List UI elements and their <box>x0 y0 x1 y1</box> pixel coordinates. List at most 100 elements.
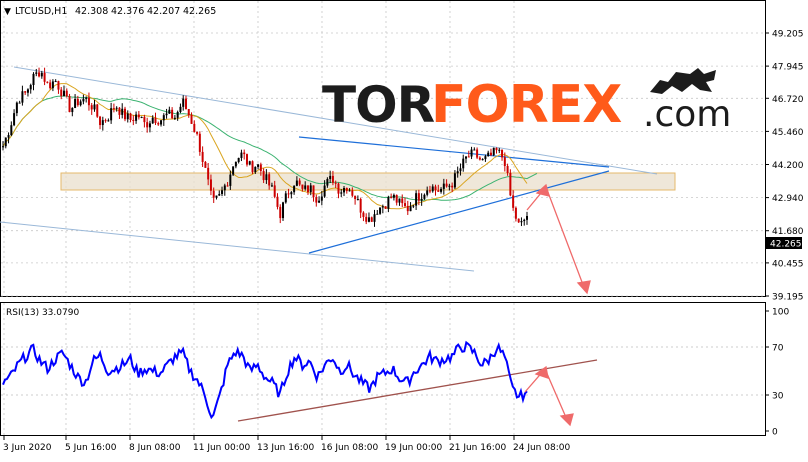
ohlc-low: 42.207 <box>147 6 180 17</box>
candle-body <box>68 96 71 113</box>
candle-body <box>526 216 528 220</box>
support-trendline <box>308 170 610 254</box>
candle-body <box>54 81 57 83</box>
candle-body <box>373 214 376 222</box>
candle-body <box>204 161 207 168</box>
candle-body <box>218 193 221 196</box>
candle-body <box>279 206 282 219</box>
candle-body <box>132 119 135 121</box>
candle-body <box>207 167 210 180</box>
candle-body <box>406 205 409 212</box>
candle-body <box>179 106 182 113</box>
rsi-title: RSI(13) 33.0790 <box>6 308 79 318</box>
ohlc-close: 42.265 <box>183 6 216 17</box>
candle-body <box>495 147 498 151</box>
candle-body <box>71 107 74 113</box>
candle-body <box>509 172 512 196</box>
candle-body <box>243 152 246 155</box>
candle-body <box>82 98 85 102</box>
candle-body <box>462 158 465 169</box>
collapse-arrow-icon[interactable]: ▼ <box>4 7 11 17</box>
candle-body <box>451 185 454 188</box>
candle-body <box>245 154 248 165</box>
symbol-label: LTCUSD,H1 <box>15 6 67 17</box>
candle-body <box>351 190 354 196</box>
candle-body <box>428 190 431 192</box>
candle-body <box>340 192 343 194</box>
candle-body <box>38 72 41 77</box>
candle-body <box>121 108 124 115</box>
candle-body <box>176 112 179 118</box>
support-zone <box>60 172 676 191</box>
torforex-logo: TOR FOREX .com <box>322 68 731 135</box>
rsi-line <box>2 340 528 420</box>
brand-dotcom: .com <box>643 94 731 135</box>
resistance-trendline <box>298 136 610 168</box>
candle-body <box>182 98 185 107</box>
rsi-axis: 100 70 30 0 <box>765 308 789 438</box>
time-tick-label: 24 Jun 08:00 <box>513 443 570 453</box>
candle-body <box>456 171 459 174</box>
candle-body <box>434 186 437 191</box>
candle-body <box>49 82 52 89</box>
candle-body <box>465 156 468 159</box>
price-tick-label: 40.455 <box>772 259 804 269</box>
candle-body <box>76 98 79 106</box>
moving-average-fast <box>2 83 528 210</box>
candle-body <box>392 194 395 198</box>
time-tick-label: 11 Jun 00:00 <box>193 443 250 453</box>
candle-body <box>329 175 332 179</box>
candle-body <box>129 113 132 120</box>
candle-body <box>40 72 43 77</box>
candle-body <box>404 203 407 206</box>
candle-body <box>126 113 129 120</box>
candle-body <box>398 198 401 203</box>
candle-body <box>323 185 326 197</box>
price-tick-label: 42.940 <box>772 194 804 204</box>
candle-body <box>226 185 229 187</box>
price-tick-label: 49.205 <box>772 30 804 40</box>
candle-body <box>148 123 151 128</box>
candle-body <box>254 166 257 173</box>
candle-body <box>306 185 309 193</box>
candle-body <box>257 164 260 167</box>
candle-body <box>43 72 46 82</box>
candle-body <box>240 152 243 158</box>
candle-body <box>506 166 509 173</box>
candle-body <box>96 104 99 117</box>
candle-body <box>359 199 362 213</box>
ohlc-high: 42.376 <box>111 6 144 17</box>
rsi-tick-label: 100 <box>772 308 789 318</box>
candle-body <box>168 109 171 114</box>
time-tick-label: 8 Jun 08:00 <box>129 443 181 453</box>
time-tick-label: 13 Jun 16:00 <box>257 443 314 453</box>
candle-body <box>345 187 348 192</box>
candle-body <box>215 195 218 198</box>
candle-body <box>262 171 265 181</box>
forecast-arrow-rsi <box>524 365 574 427</box>
candle-body <box>7 135 10 138</box>
candle-body <box>301 184 304 189</box>
time-tick-label: 5 Jun 16:00 <box>65 443 117 453</box>
candle-body <box>362 212 365 217</box>
candle-body <box>331 175 334 183</box>
ohlc-open: 42.308 <box>75 6 108 17</box>
candle-body <box>426 190 429 195</box>
candle-body <box>304 185 307 189</box>
candle-body <box>140 116 143 118</box>
candle-body <box>234 162 237 167</box>
candle-body <box>107 120 110 122</box>
candle-body <box>409 206 412 212</box>
candle-body <box>487 152 490 157</box>
rsi-grid <box>1 346 765 396</box>
candle-body <box>26 89 29 93</box>
candle-body <box>74 98 77 108</box>
candle-body <box>343 187 346 193</box>
candle-body <box>367 217 370 222</box>
candle-body <box>259 164 262 172</box>
candle-body <box>62 90 65 96</box>
rsi-tick-label: 0 <box>772 428 778 438</box>
candle-body <box>309 185 312 193</box>
candle-body <box>85 97 88 99</box>
candle-body <box>273 185 276 197</box>
